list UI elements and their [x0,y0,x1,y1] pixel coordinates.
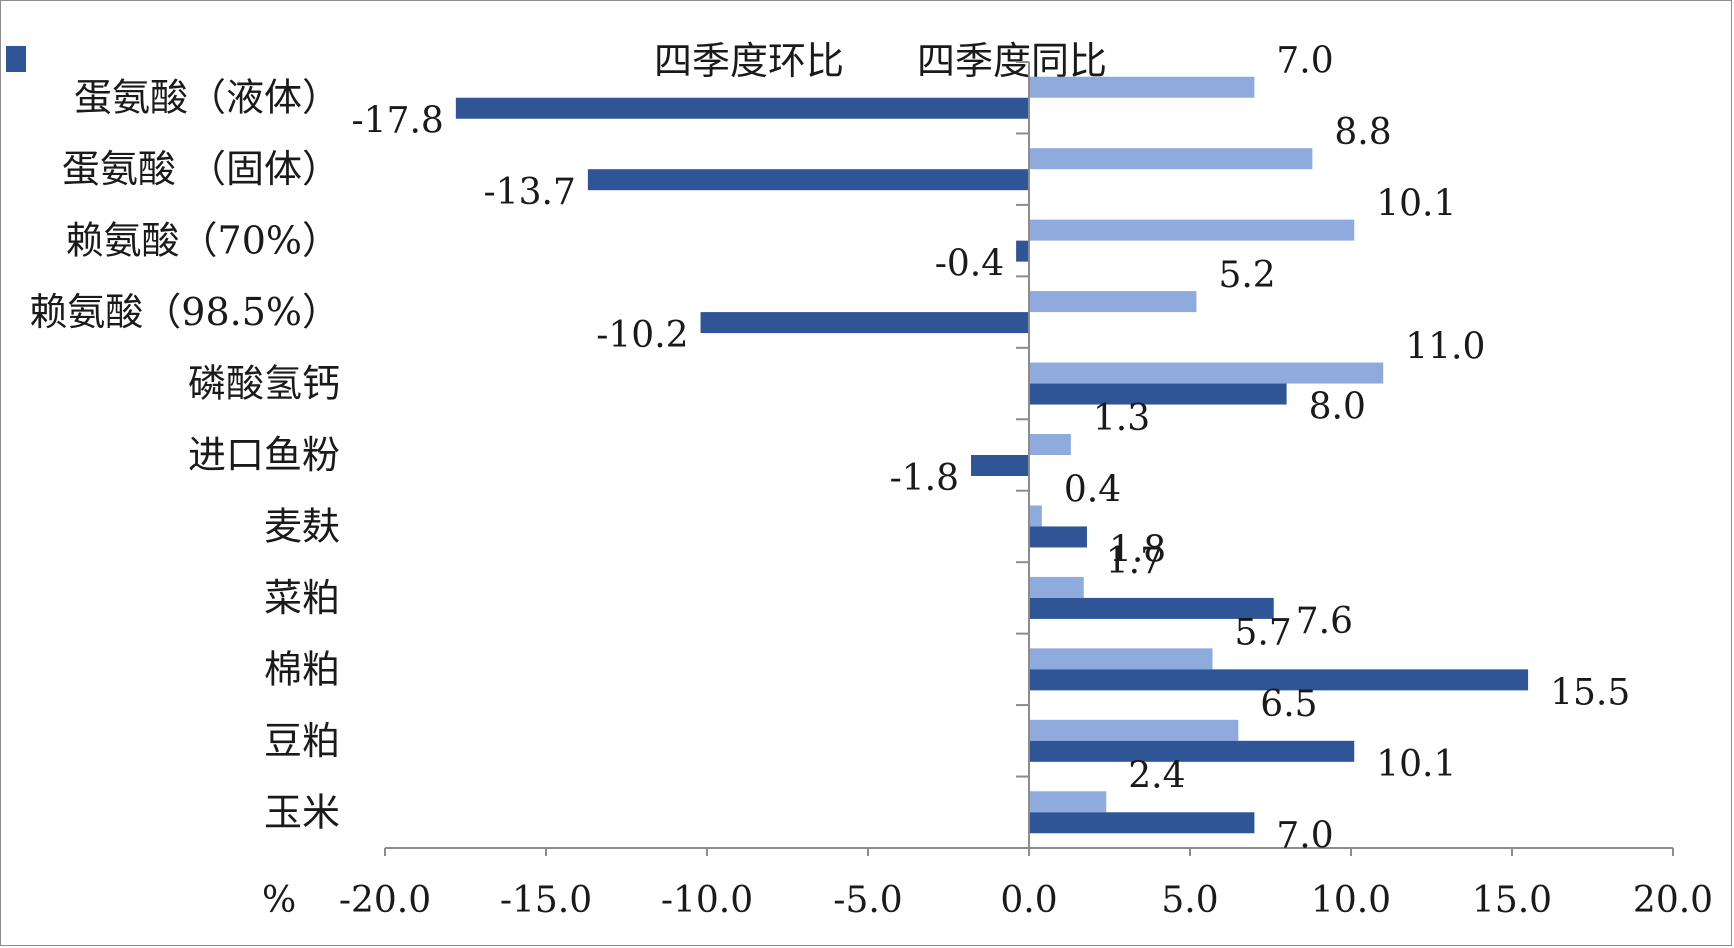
legend-swatch-series-1 [6,46,26,72]
bar-series-1-cat-4 [1029,526,1087,548]
bar-series-2-cat-2 [1029,648,1213,670]
bar-series-1-cat-5 [971,455,1029,476]
bar-series-1-cat-9 [587,169,1029,191]
bar-series-2-cat-4 [1029,505,1042,527]
data-label-series-1-cat-7: -10.2 [596,315,688,356]
bar-series-1-cat-1 [1029,740,1355,762]
data-label-series-2-cat-5: 1.3 [1093,398,1150,439]
data-label-series-1-cat-4: 1.8 [1109,529,1166,570]
data-label-series-2-cat-6: 11.0 [1405,327,1485,368]
x-tick-label: -10.0 [661,880,753,921]
bar-series-2-cat-3 [1029,576,1084,598]
data-label-series-1-cat-1: 10.1 [1376,744,1456,785]
bar-series-1-cat-8 [1016,240,1029,262]
x-tick-label: 15.0 [1472,880,1552,921]
x-tick-label: 5.0 [1161,880,1218,921]
bar-series-2-cat-8 [1029,219,1355,241]
data-label-series-1-cat-5: -1.8 [890,458,959,499]
category-label-2: 棉粕 [264,647,340,691]
bar-series-2-cat-9 [1029,148,1313,170]
bar-series-1-cat-6 [1029,383,1287,405]
data-label-series-2-cat-10: 7.0 [1276,41,1333,82]
data-label-series-2-cat-9: 8.8 [1334,112,1391,153]
data-label-series-2-cat-8: 10.1 [1376,184,1456,225]
bars-layer [455,76,1529,834]
x-tick-label: 0.0 [1000,880,1057,921]
data-label-series-2-cat-2: 5.7 [1235,612,1292,653]
data-label-series-1-cat-6: 8.0 [1309,387,1366,428]
bar-series-1-cat-10 [455,97,1030,119]
data-label-series-1-cat-3: 7.6 [1296,601,1353,642]
data-label-series-1-cat-9: -13.7 [484,172,576,213]
category-label-3: 菜粕 [264,576,340,620]
data-label-series-1-cat-0: 7.0 [1276,815,1333,856]
bar-series-2-cat-1 [1029,719,1239,741]
data-label-series-2-cat-0: 2.4 [1128,755,1185,796]
category-label-10: 蛋氨酸（液体） [74,76,340,120]
data-label-series-1-cat-8: -0.4 [935,244,1004,285]
bar-series-2-cat-7 [1029,291,1197,313]
category-label-7: 赖氨酸（98.5%） [29,290,340,334]
data-label-series-2-cat-4: 0.4 [1064,469,1121,510]
data-label-series-2-cat-7: 5.2 [1218,255,1275,296]
axes-layer [384,61,1674,856]
bar-series-1-cat-3 [1029,597,1274,619]
bar-series-1-cat-2 [1029,669,1529,691]
x-tick-label: 20.0 [1633,880,1713,921]
bar-series-2-cat-0 [1029,791,1107,813]
x-axis-unit-label: % [262,880,296,921]
category-label-4: 麦麸 [264,504,340,548]
bar-series-1-cat-0 [1029,812,1255,834]
category-label-5: 进口鱼粉 [188,433,340,477]
x-tick-labels: -20.0 -15.0 -10.0 -5.0 0.0 5.0 10.0 15.0 20.0 [339,880,1713,921]
data-label-series-2-cat-3: 1.7 [1106,541,1163,582]
category-label-6: 磷酸氢钙 [188,362,340,406]
category-label-1: 豆粕 [264,719,340,763]
bar-series-2-cat-10 [1029,76,1255,98]
data-label-series-1-cat-10: -17.8 [352,101,444,142]
legend-label-series-2: 四季度同比 [917,39,1107,83]
category-label-9: 蛋氨酸 （固体） [62,147,340,191]
x-tick-label: -20.0 [339,880,431,921]
x-tick-label: -15.0 [500,880,592,921]
category-label-8: 赖氨酸（70%） [66,219,340,263]
bar-series-2-cat-6 [1029,362,1384,384]
x-tick-label: 10.0 [1311,880,1391,921]
legend-label-series-1: 四季度环比 [654,39,844,83]
bar-series-1-cat-7 [700,312,1029,334]
legend: 四季度环比 四季度同比 [6,39,1107,83]
data-labels: 2.4 7.0 6.5 10.1 5.7 15.5 1.7 7.6 0.4 1.8 1.3 -1.8 1… [352,41,1631,857]
x-tick-label: -5.0 [833,880,902,921]
category-labels: 玉米 豆粕 棉粕 菜粕 麦麸 进口鱼粉 磷酸氢钙 赖氨酸（98.5%） 赖氨酸（70%） 蛋氨酸 … [29,76,340,835]
bar-series-2-cat-5 [1029,434,1071,455]
data-label-series-2-cat-1: 6.5 [1260,684,1317,725]
category-label-0: 玉米 [264,790,340,834]
data-label-series-1-cat-2: 15.5 [1550,672,1630,713]
